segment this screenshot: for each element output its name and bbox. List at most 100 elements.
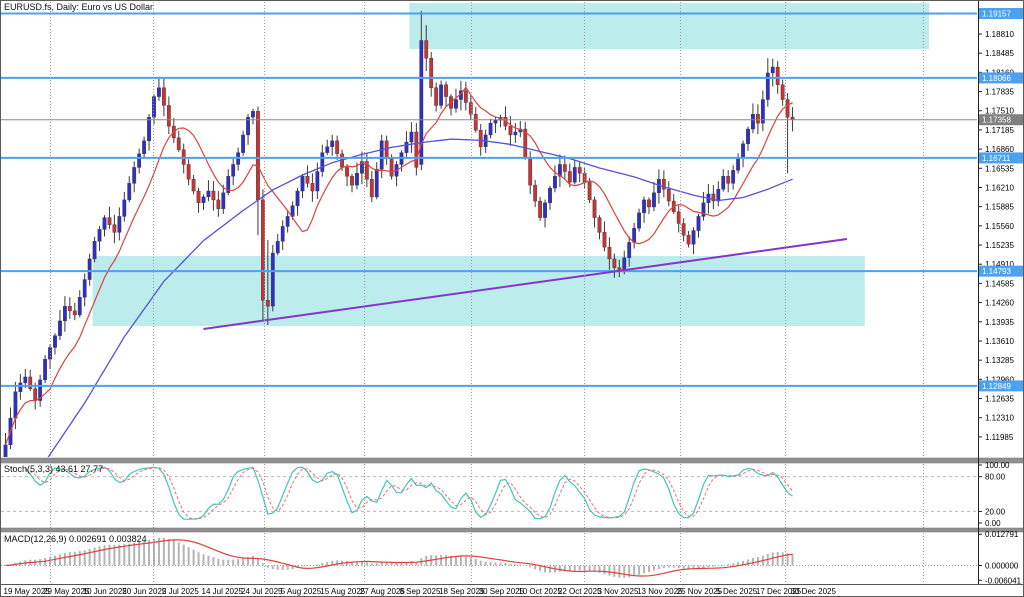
level-price-badge-label: 1.12849 bbox=[982, 382, 1011, 391]
bull-candle bbox=[280, 226, 285, 242]
price-tick-label: 1.15560 bbox=[985, 222, 1014, 231]
price-tick-label: 1.18810 bbox=[985, 30, 1014, 39]
bull-candle bbox=[553, 176, 557, 189]
panel-separator-handle[interactable] bbox=[1, 527, 1024, 533]
panel-separator-handle[interactable] bbox=[1, 457, 1024, 464]
price-tick-label: 1.14910 bbox=[985, 260, 1014, 269]
price-tick-label: 1.17510 bbox=[985, 107, 1014, 116]
bear-candle bbox=[775, 66, 780, 85]
supply-zone-rectangle[interactable] bbox=[409, 3, 930, 49]
bear-candle bbox=[533, 184, 538, 202]
date-label: 3 Nov 2025 bbox=[598, 587, 639, 596]
bull-candle bbox=[360, 161, 364, 174]
bear-candle bbox=[305, 176, 310, 184]
bull-candle bbox=[439, 84, 443, 106]
bull-candle bbox=[300, 176, 305, 192]
bull-candle bbox=[320, 152, 325, 172]
stochastic-panel bbox=[1, 466, 977, 520]
bear-candle bbox=[429, 58, 434, 88]
bull-candle bbox=[270, 252, 275, 307]
bull-candle bbox=[627, 242, 632, 258]
bull-candle bbox=[548, 187, 552, 204]
bear-candle bbox=[112, 224, 117, 233]
price-tick-label: 1.14585 bbox=[985, 279, 1014, 288]
bear-candle bbox=[216, 199, 221, 209]
price-tick-label: 1.18485 bbox=[985, 49, 1014, 58]
bear-candle bbox=[67, 305, 72, 312]
bull-candle bbox=[63, 305, 67, 322]
bull-candle bbox=[751, 114, 755, 130]
bear-candle bbox=[424, 40, 429, 59]
bear-candle bbox=[265, 300, 270, 307]
bull-candle bbox=[572, 167, 577, 183]
bear-candle bbox=[364, 161, 369, 180]
bull-candle bbox=[315, 171, 320, 192]
bull-candle bbox=[82, 279, 87, 298]
bull-candle bbox=[419, 40, 424, 165]
bear-candle bbox=[434, 87, 439, 106]
bull-candle bbox=[127, 183, 132, 201]
bull-candle bbox=[760, 99, 765, 124]
bull-candle bbox=[23, 376, 28, 384]
date-label: 10 Jun 2025 bbox=[83, 587, 128, 596]
current-price-badge bbox=[979, 114, 1023, 126]
date-label: 8 Sep 2025 bbox=[400, 587, 441, 596]
bull-candle bbox=[77, 297, 82, 316]
level-price-badge bbox=[979, 72, 1023, 84]
bull-candle bbox=[642, 199, 646, 214]
bull-candle bbox=[87, 258, 92, 280]
price-tick-label: 1.13285 bbox=[985, 356, 1014, 365]
bull-candle bbox=[765, 72, 770, 100]
level-price-badge-label: 1.18066 bbox=[982, 74, 1011, 83]
bull-candle bbox=[92, 241, 97, 260]
bull-candle bbox=[736, 157, 741, 171]
stoch-axis-label: 20.00 bbox=[985, 507, 1006, 516]
bull-candle bbox=[652, 192, 656, 208]
bear-candle bbox=[582, 173, 587, 183]
date-label: 27 Aug 2025 bbox=[360, 587, 405, 596]
bull-candle bbox=[404, 141, 409, 153]
bull-candle bbox=[295, 190, 300, 206]
macd-panel bbox=[1, 537, 977, 578]
bull-candle bbox=[696, 216, 701, 231]
bull-candle bbox=[721, 176, 726, 190]
bear-candle bbox=[756, 114, 760, 124]
bear-candle bbox=[196, 190, 201, 204]
date-label: 25 Nov 2025 bbox=[677, 587, 723, 596]
level-price-badge-label: 1.16711 bbox=[982, 154, 1011, 163]
date-label: 20 Jun 2025 bbox=[122, 587, 167, 596]
bear-candle bbox=[528, 157, 533, 186]
bear-candle bbox=[726, 176, 731, 184]
stoch-axis-label: 100.00 bbox=[985, 461, 1010, 470]
bull-candle bbox=[409, 131, 414, 143]
price-tick-label: 1.12635 bbox=[985, 395, 1014, 404]
stoch-axis-label: 0.00 bbox=[985, 519, 1001, 528]
bull-candle bbox=[221, 192, 226, 209]
bull-candle bbox=[701, 202, 706, 217]
bear-candle bbox=[33, 388, 38, 401]
date-label: 14 Jul 2025 bbox=[202, 587, 244, 596]
bear-candle bbox=[676, 211, 681, 224]
bear-candle bbox=[473, 114, 478, 131]
bull-candle bbox=[97, 229, 102, 242]
price-tick-label: 1.14260 bbox=[985, 299, 1014, 308]
bear-candle bbox=[161, 87, 166, 106]
bear-candle bbox=[72, 310, 77, 316]
date-label: 13 Nov 2025 bbox=[637, 587, 683, 596]
bull-candle bbox=[58, 320, 62, 336]
bear-candle bbox=[444, 84, 448, 97]
bull-candle bbox=[691, 230, 696, 245]
ma-slow-line bbox=[47, 138, 793, 457]
price-tick-label: 1.17185 bbox=[985, 126, 1014, 135]
bull-candle bbox=[355, 173, 359, 186]
bear-candle bbox=[567, 171, 572, 183]
ascending-trendline[interactable] bbox=[203, 238, 848, 330]
bear-candle bbox=[681, 223, 686, 236]
bull-candle bbox=[157, 87, 161, 97]
bull-candle bbox=[558, 164, 562, 177]
date-label: 30 Dec 2025 bbox=[791, 587, 837, 596]
date-label: 2 Jul 2025 bbox=[162, 587, 199, 596]
bull-candle bbox=[132, 167, 137, 184]
